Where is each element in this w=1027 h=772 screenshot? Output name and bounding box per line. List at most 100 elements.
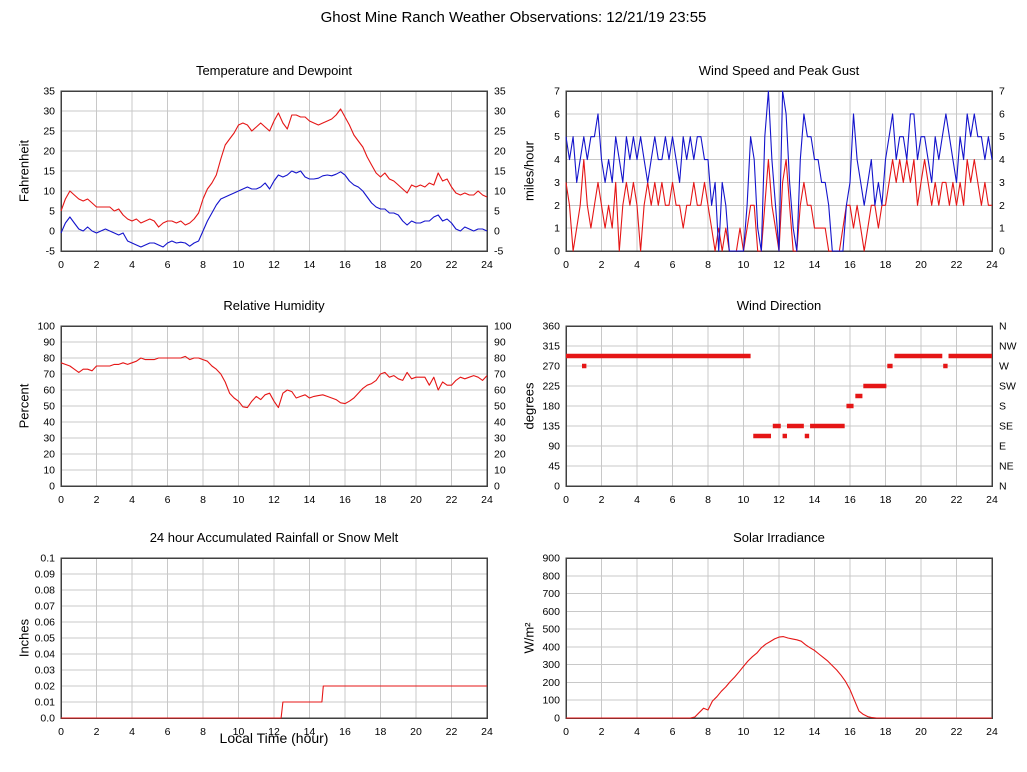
x-tick-label: 14 bbox=[304, 726, 316, 738]
compass-tick-label: N bbox=[999, 481, 1007, 493]
y-tick-label-right: 15 bbox=[494, 166, 506, 178]
x-tick-label: 10 bbox=[738, 494, 750, 506]
y-tick-label: 800 bbox=[542, 570, 560, 582]
x-tick-label: 24 bbox=[986, 494, 998, 506]
x-tick-label: 12 bbox=[773, 259, 785, 271]
y-tick-label: 315 bbox=[542, 341, 560, 353]
x-tick-label: 8 bbox=[200, 494, 206, 506]
rainfall-line bbox=[61, 685, 487, 719]
x-tick-label: 8 bbox=[200, 259, 206, 271]
x-tick-label: 18 bbox=[880, 494, 892, 506]
y-tick-label-right: 90 bbox=[494, 337, 506, 349]
x-tick-label: 4 bbox=[129, 259, 135, 271]
wind-speed-gust-plot: 0 2 4 6 8 10 12 14 16 18 20 22 240 01 12 23 34 45 56 67 7 bbox=[554, 86, 1005, 272]
x-tick-label: 14 bbox=[809, 259, 821, 271]
x-tick-label: 24 bbox=[481, 259, 493, 271]
x-tick-label: 20 bbox=[410, 494, 422, 506]
y-tick-label: 225 bbox=[542, 381, 560, 393]
plot-frame bbox=[60, 325, 488, 487]
x-tick-label: 0 bbox=[563, 494, 569, 506]
x-tick-label: 4 bbox=[129, 494, 135, 506]
x-tick-label: 2 bbox=[94, 259, 100, 271]
y-tick-label: 0 bbox=[554, 481, 560, 493]
x-tick-label: 8 bbox=[705, 726, 711, 738]
x-tick-label: 4 bbox=[634, 494, 640, 506]
y-tick-label: 100 bbox=[542, 695, 560, 707]
y-tick-label: 20 bbox=[43, 449, 55, 461]
y-tick-label: 0.03 bbox=[35, 665, 56, 677]
x-tick-label: 16 bbox=[339, 259, 351, 271]
x-axis-label: Local Time (hour) bbox=[219, 730, 329, 746]
peak-gust-line bbox=[565, 90, 993, 252]
x-tick-label: 22 bbox=[446, 259, 458, 271]
y-tick-label: 700 bbox=[542, 588, 560, 600]
x-tick-label: 22 bbox=[951, 726, 963, 738]
y-tick-label: 80 bbox=[43, 353, 55, 365]
plot-frame bbox=[60, 90, 488, 252]
y-tick-label: 7 bbox=[554, 86, 560, 98]
x-tick-label: 0 bbox=[563, 726, 569, 738]
solar-irradiance-plot: 0 2 4 6 8 10 12 14 16 18 20 22 240100200300400500600… bbox=[542, 553, 998, 739]
y-tick-label-right: 30 bbox=[494, 433, 506, 445]
y-tick-label: 40 bbox=[43, 417, 55, 429]
x-tick-label: 18 bbox=[880, 726, 892, 738]
y-tick-label-right: 0 bbox=[999, 246, 1005, 258]
y-tick-label-right: 10 bbox=[494, 186, 506, 198]
chart-title: Wind Speed and Peak Gust bbox=[698, 63, 860, 78]
y-tick-label-right: 20 bbox=[494, 449, 506, 461]
x-tick-label: 6 bbox=[165, 259, 171, 271]
x-tick-label: 4 bbox=[129, 726, 135, 738]
y-tick-label-right: 4 bbox=[999, 154, 1005, 166]
x-tick-label: 12 bbox=[773, 494, 785, 506]
x-tick-label: 0 bbox=[58, 259, 64, 271]
solar-irradiance-line bbox=[566, 636, 992, 719]
chart-title: Relative Humidity bbox=[223, 298, 325, 313]
x-tick-label: 20 bbox=[410, 726, 422, 738]
y-tick-label-right: -5 bbox=[494, 246, 503, 258]
y-tick-label: 4 bbox=[554, 154, 560, 166]
x-tick-label: 12 bbox=[773, 726, 785, 738]
y-tick-label: 90 bbox=[43, 337, 55, 349]
y-tick-label-right: 60 bbox=[494, 385, 506, 397]
y-tick-label: 0 bbox=[49, 226, 55, 238]
y-tick-label-right: 6 bbox=[999, 108, 1005, 120]
y-tick-label: 600 bbox=[542, 606, 560, 618]
y-tick-label: 15 bbox=[43, 166, 55, 178]
x-tick-label: 16 bbox=[844, 259, 856, 271]
y-tick-label-right: 5 bbox=[999, 131, 1005, 143]
y-tick-label: 30 bbox=[43, 433, 55, 445]
compass-tick-label: NW bbox=[999, 341, 1017, 353]
x-tick-label: 2 bbox=[599, 259, 605, 271]
y-tick-label: 20 bbox=[43, 146, 55, 158]
compass-tick-label: W bbox=[999, 361, 1009, 373]
x-tick-label: 0 bbox=[58, 726, 64, 738]
y-tick-label: 0 bbox=[554, 713, 560, 725]
x-tick-label: 16 bbox=[339, 726, 351, 738]
y-tick-label: 50 bbox=[43, 401, 55, 413]
y-tick-label: 200 bbox=[542, 677, 560, 689]
x-tick-label: 2 bbox=[599, 726, 605, 738]
y-tick-label: 0.07 bbox=[35, 601, 56, 613]
y-tick-label: 900 bbox=[542, 553, 560, 565]
y-tick-label: 0.04 bbox=[35, 649, 56, 661]
y-tick-label: 70 bbox=[43, 369, 55, 381]
y-tick-label-right: 1 bbox=[999, 223, 1005, 235]
y-tick-label: 270 bbox=[542, 361, 560, 373]
y-tick-label-right: 0 bbox=[494, 226, 500, 238]
x-tick-label: 8 bbox=[705, 494, 711, 506]
solar-irradiance-chart: Solar Irradiance W/m² 0 2 4 6 8 10 12 14 16 18 20 2… bbox=[505, 528, 1026, 743]
y-tick-label-right: 40 bbox=[494, 417, 506, 429]
y-tick-label: 500 bbox=[542, 624, 560, 636]
x-tick-label: 22 bbox=[951, 259, 963, 271]
x-tick-label: 22 bbox=[951, 494, 963, 506]
y-tick-label-right: 80 bbox=[494, 353, 506, 365]
y-tick-label: 180 bbox=[542, 401, 560, 413]
wind-direction-mark bbox=[804, 433, 810, 439]
x-tick-label: 12 bbox=[268, 494, 280, 506]
compass-tick-label: SW bbox=[999, 381, 1016, 393]
y-tick-label: 5 bbox=[554, 131, 560, 143]
chart-title: Temperature and Dewpoint bbox=[195, 63, 353, 78]
